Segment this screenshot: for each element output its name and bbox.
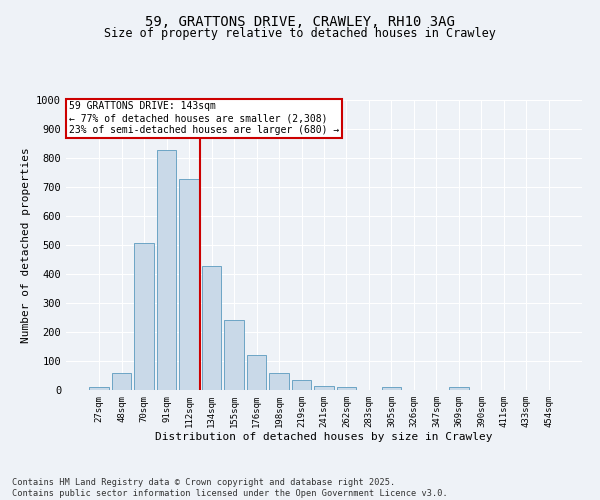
Bar bbox=[89, 387, 109, 390]
Bar bbox=[337, 387, 356, 390]
Bar bbox=[292, 380, 311, 390]
Bar bbox=[112, 372, 131, 390]
Bar bbox=[269, 374, 289, 390]
Y-axis label: Number of detached properties: Number of detached properties bbox=[20, 147, 31, 343]
Text: Contains HM Land Registry data © Crown copyright and database right 2025.
Contai: Contains HM Land Registry data © Crown c… bbox=[12, 478, 448, 498]
Text: 59 GRATTONS DRIVE: 143sqm
← 77% of detached houses are smaller (2,308)
23% of se: 59 GRATTONS DRIVE: 143sqm ← 77% of detac… bbox=[68, 102, 339, 134]
Bar bbox=[382, 387, 401, 390]
Text: Distribution of detached houses by size in Crawley: Distribution of detached houses by size … bbox=[155, 432, 493, 442]
Text: 59, GRATTONS DRIVE, CRAWLEY, RH10 3AG: 59, GRATTONS DRIVE, CRAWLEY, RH10 3AG bbox=[145, 15, 455, 29]
Bar bbox=[134, 243, 154, 390]
Bar bbox=[314, 386, 334, 390]
Bar bbox=[224, 320, 244, 390]
Bar bbox=[179, 179, 199, 390]
Bar bbox=[247, 355, 266, 390]
Bar bbox=[157, 150, 176, 390]
Text: Size of property relative to detached houses in Crawley: Size of property relative to detached ho… bbox=[104, 28, 496, 40]
Bar bbox=[202, 266, 221, 390]
Bar bbox=[449, 387, 469, 390]
